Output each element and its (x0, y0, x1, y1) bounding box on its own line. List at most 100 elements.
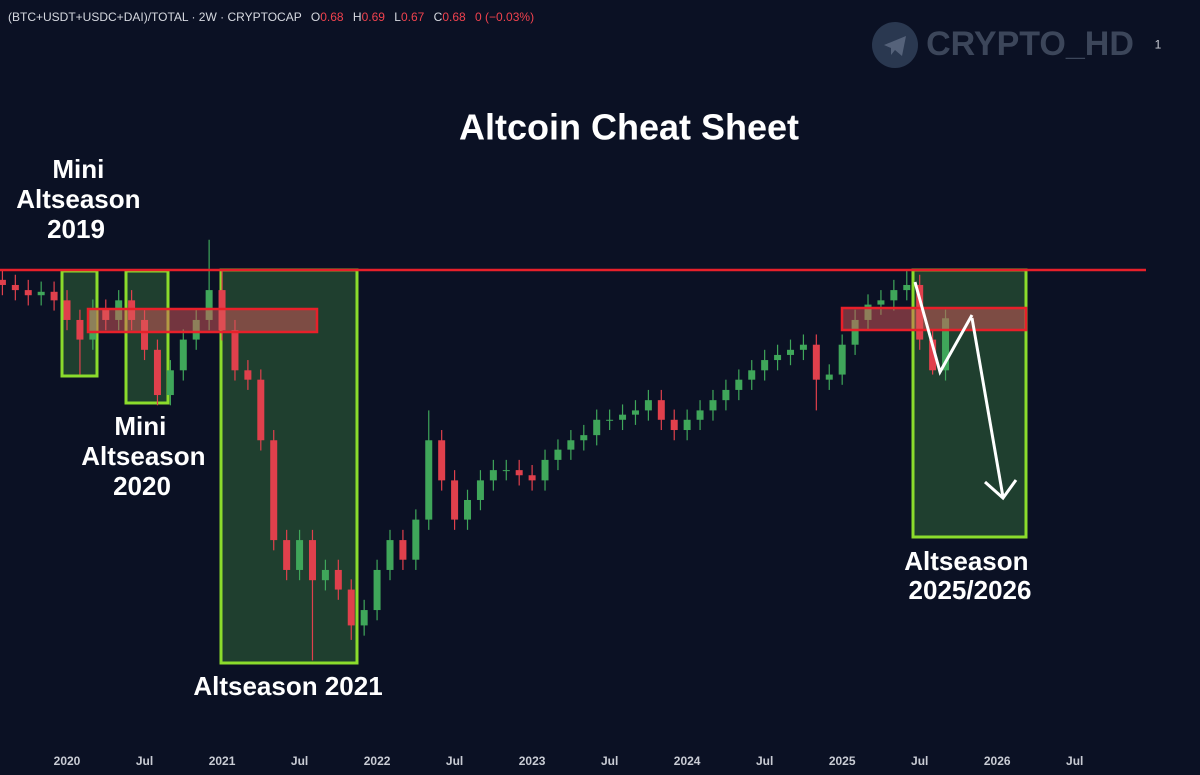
candle-body (24, 290, 32, 296)
candle-body (205, 290, 213, 320)
candle-body (0, 279, 6, 285)
candle-body (166, 370, 174, 396)
x-tick-label: 2022 (364, 754, 391, 768)
annotation-line: 2020 (113, 471, 171, 501)
candle-body (696, 410, 704, 420)
watermark: CRYPTO_HD (926, 25, 1134, 63)
candle-body (774, 354, 782, 361)
candle-body (386, 540, 394, 570)
x-tick-label: 2026 (984, 754, 1011, 768)
candle-body (308, 540, 316, 581)
candle-body (399, 540, 407, 560)
y-tick-label: 1 (1155, 37, 1162, 51)
candle-body (63, 300, 71, 320)
candle-body (515, 470, 523, 476)
candle-body (283, 540, 291, 570)
candle-body (231, 330, 239, 371)
x-tick-label: Jul (1066, 754, 1083, 768)
x-tick-label: Jul (291, 754, 308, 768)
red-zone (840, 306, 1028, 332)
candle-body (812, 344, 820, 380)
candle-body (334, 569, 342, 590)
candle-body (838, 344, 846, 375)
candle-body (257, 379, 265, 441)
candle-body (412, 519, 420, 560)
candle-body (825, 374, 833, 380)
close-value: 0.68 (442, 10, 466, 24)
open-label: O (311, 10, 320, 24)
candle-body (631, 410, 639, 415)
symbol: (BTC+USDT+USDC+DAI)/TOTAL · 2W · CRYPTOC… (8, 10, 302, 24)
annotation-line: 2025/2026 (909, 575, 1032, 605)
candle-body (347, 589, 355, 626)
chart-title: Altcoin Cheat Sheet (459, 107, 799, 148)
annotation: Altseason 2025/2026 (904, 546, 1036, 605)
candle-body (851, 319, 859, 345)
annotation: Altseason 2021 (193, 671, 382, 701)
candle-body (683, 419, 691, 431)
candle-body (425, 440, 433, 520)
annotation-line: Altseason (81, 441, 205, 471)
candle-body (321, 569, 329, 581)
close-label: C (434, 10, 443, 24)
candle-body (464, 499, 472, 520)
box-2021 (219, 268, 359, 665)
candle-body (799, 344, 807, 350)
x-tick-label: 2020 (54, 754, 81, 768)
candle-body (606, 419, 614, 421)
annotation-line: Altseason (904, 546, 1028, 576)
arrow (970, 317, 1005, 498)
candle-body (476, 480, 484, 500)
candle-body (554, 449, 562, 460)
candle-body (296, 540, 304, 570)
candle-body (76, 319, 84, 340)
candles (0, 239, 950, 661)
candle-body (360, 610, 368, 626)
candle-body (502, 470, 510, 472)
x-tick-label: Jul (756, 754, 773, 768)
candle-body (438, 440, 446, 481)
candle-body (670, 419, 678, 431)
x-tick-label: 2024 (674, 754, 701, 768)
projection-path (913, 281, 974, 376)
high-label: H (353, 10, 362, 24)
x-tick-label: 2025 (829, 754, 856, 768)
candle-body (37, 291, 45, 296)
candle-body (141, 319, 149, 350)
candle-body (748, 370, 756, 380)
x-tick-label: Jul (136, 754, 153, 768)
candle-body (942, 318, 950, 371)
candle-body (890, 290, 898, 301)
low-label: L (394, 10, 401, 24)
candle-body (50, 291, 58, 301)
x-tick-label: Jul (601, 754, 618, 768)
candle-body (270, 440, 278, 541)
low-value: 0.67 (401, 10, 425, 24)
candle-body (593, 419, 601, 436)
red-zone (86, 307, 319, 334)
candle-body (657, 400, 665, 420)
candle-body (153, 349, 161, 396)
candle-body (580, 435, 588, 441)
candle-body (541, 459, 549, 481)
watermark-icon (884, 36, 906, 56)
candle-body (373, 569, 381, 611)
high-value: 0.69 (362, 10, 386, 24)
annotation: Mini Altseason 2019 (16, 154, 148, 244)
candle-body (644, 400, 652, 411)
x-tick-label: 2021 (209, 754, 236, 768)
candle-body (761, 360, 769, 371)
candle-body (929, 339, 937, 371)
candle-body (179, 339, 187, 371)
x-tick-label: Jul (911, 754, 928, 768)
candle-body (709, 400, 717, 411)
candle-body (11, 284, 19, 291)
candle-body (877, 300, 885, 305)
arrow-head (984, 479, 1018, 501)
candle-body (451, 480, 459, 520)
annotation-line: Mini (52, 154, 104, 184)
annotation-line: 2019 (47, 214, 105, 244)
